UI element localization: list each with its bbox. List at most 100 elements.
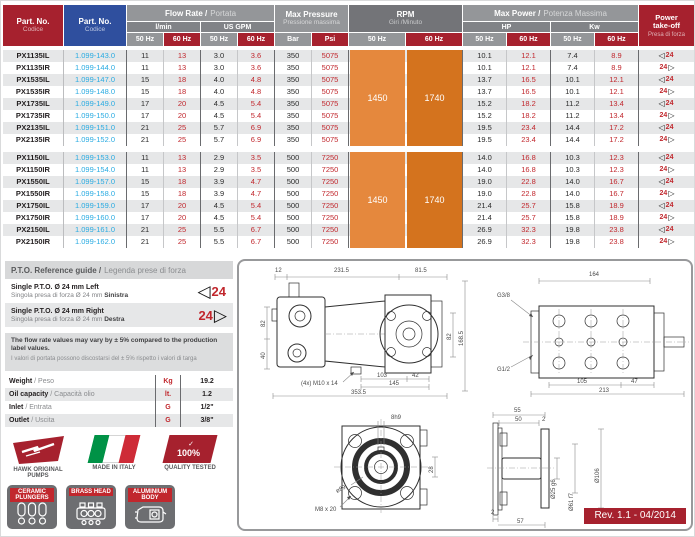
cell-hp-50hz: 13.7 <box>463 74 507 86</box>
spec-row: Inlet / Entrata G 1/2" <box>5 401 233 414</box>
cell-lmin-60hz: 13 <box>164 164 201 176</box>
svg-text:81.5: 81.5 <box>415 268 427 274</box>
feature-badges: CERAMIC PLUNGERS BRASS HEAD <box>5 485 233 529</box>
cell-lmin-60hz: 13 <box>164 62 201 74</box>
table-row: PX2150IR 1.099-162.0 21 25 5.5 6.7 500 7… <box>3 236 694 248</box>
svg-text:40: 40 <box>261 352 267 359</box>
cell-power-take-off: ◁ 24 <box>658 123 674 132</box>
cell-psi: 7250 <box>312 152 349 164</box>
cell-lmin-50hz: 21 <box>127 236 164 248</box>
cell-bar: 500 <box>275 200 312 212</box>
col-header-part-no-code: Part. No. Codice <box>64 5 127 46</box>
cell-lmin-60hz: 25 <box>164 134 201 146</box>
cell-bar: 350 <box>275 86 312 98</box>
cell-power-take-off: 24 ▷ <box>659 87 675 96</box>
cell-kw-60hz: 23.8 <box>595 236 639 248</box>
cell-model: PX1135IR <box>3 62 64 74</box>
cell-rpm-spacer <box>349 176 463 188</box>
svg-text:164: 164 <box>589 272 600 278</box>
cell-model: PX1735IR <box>3 110 64 122</box>
cell-kw-60hz: 12.3 <box>595 152 639 164</box>
cell-hp-60hz: 16.8 <box>507 164 551 176</box>
cell-hp-50hz: 13.7 <box>463 86 507 98</box>
cell-gpm-50hz: 2.9 <box>201 152 238 164</box>
quality-tested-logo: ✓ 100% QUALITY TESTED <box>159 435 221 479</box>
cell-kw-50hz: 10.3 <box>551 152 595 164</box>
cell-hp-50hz: 21.4 <box>463 212 507 224</box>
cell-hp-50hz: 21.4 <box>463 200 507 212</box>
cell-lmin-50hz: 11 <box>127 164 164 176</box>
pto-arrow-icon: ◁ <box>658 177 665 186</box>
cell-gpm-50hz: 4.0 <box>201 74 238 86</box>
cell-bar: 350 <box>275 134 312 146</box>
svg-text:2: 2 <box>491 510 495 516</box>
cell-gpm-60hz: 3.6 <box>238 50 275 62</box>
svg-text:(4x) M10 x 14: (4x) M10 x 14 <box>301 381 338 387</box>
cell-power-take-off: 24 ▷ <box>659 63 675 72</box>
cell-model: PX1750IL <box>3 200 64 212</box>
cell-hp-50hz: 19.0 <box>463 176 507 188</box>
pto-arrow-icon: ▷ <box>668 189 675 198</box>
pto-arrow-icon: ▷ <box>668 111 675 120</box>
cell-model: PX2135IR <box>3 134 64 146</box>
cell-rpm-spacer <box>349 122 463 134</box>
cell-lmin-60hz: 18 <box>164 176 201 188</box>
cell-hp-60hz: 32.3 <box>507 236 551 248</box>
table-group-500bar: PX1150IL 1.099-153.0 11 13 2.9 3.5 500 7… <box>3 152 694 248</box>
pto-arrow-icon: ▷ <box>668 213 675 222</box>
cell-power-take-off: ◁ 24 <box>658 201 674 210</box>
cell-kw-60hz: 16.7 <box>595 188 639 200</box>
cell-model: PX1735IL <box>3 98 64 110</box>
cell-hp-60hz: 18.2 <box>507 110 551 122</box>
svg-text:47: 47 <box>631 379 638 385</box>
pto-symbol: ◁ 24 <box>197 281 226 301</box>
pto-arrow-icon: ▷ <box>668 135 675 144</box>
cell-gpm-60hz: 4.7 <box>238 188 275 200</box>
svg-text:G3/8: G3/8 <box>497 293 511 299</box>
top-view: 164 G3/8 G1/2 105 47 213 <box>497 272 689 397</box>
cell-bar: 350 <box>275 50 312 62</box>
svg-text:145: 145 <box>389 381 400 387</box>
col-group-rpm: RPM Giri /Minuto 50 Hz 60 Hz <box>349 5 463 46</box>
pto-arrow-icon: ▷ <box>668 87 675 96</box>
cell-rpm-spacer <box>349 98 463 110</box>
cell-power-take-off: ◁ 24 <box>658 177 674 186</box>
svg-text:Ø25 g6: Ø25 g6 <box>551 479 557 499</box>
table-row: PX1135IL 1.099-143.0 11 13 3.0 3.6 350 5… <box>3 50 694 62</box>
cell-rpm-spacer <box>349 164 463 176</box>
cell-gpm-50hz: 3.9 <box>201 176 238 188</box>
cell-rpm-spacer <box>349 188 463 200</box>
cell-bar: 500 <box>275 224 312 236</box>
cell-gpm-60hz: 4.8 <box>238 86 275 98</box>
pto-arrow-icon: ▷ <box>668 63 675 72</box>
cell-kw-60hz: 12.1 <box>595 74 639 86</box>
svg-text:168.5: 168.5 <box>459 330 465 346</box>
pto-arrow-icon: ▷ <box>668 237 675 246</box>
cell-code: 1.099-151.0 <box>64 122 127 134</box>
cell-bar: 350 <box>275 62 312 74</box>
cell-gpm-60hz: 6.9 <box>238 122 275 134</box>
table-rows: PX1135IL 1.099-143.0 11 13 3.0 3.6 350 5… <box>3 50 694 146</box>
cell-lmin-60hz: 20 <box>164 110 201 122</box>
cell-rpm-spacer <box>349 200 463 212</box>
cell-rpm-spacer <box>349 236 463 248</box>
cell-gpm-50hz: 3.0 <box>201 62 238 74</box>
cell-hp-50hz: 19.0 <box>463 188 507 200</box>
cell-hp-60hz: 18.2 <box>507 98 551 110</box>
pto-guide-row: Single P.T.O. Ø 24 mm Right Singola pres… <box>5 303 233 327</box>
cell-bar: 350 <box>275 122 312 134</box>
table-group-350bar: PX1135IL 1.099-143.0 11 13 3.0 3.6 350 5… <box>3 50 694 146</box>
spec-row: Oil capacity / Capacità olio lt. 1.2 <box>5 388 233 401</box>
col-header-lmin: l/min <box>127 22 201 33</box>
cell-gpm-50hz: 4.0 <box>201 86 238 98</box>
cell-code: 1.099-148.0 <box>64 86 127 98</box>
table-row: PX1150IL 1.099-153.0 11 13 2.9 3.5 500 7… <box>3 152 694 164</box>
svg-text:103: 103 <box>377 373 388 379</box>
cell-hp-60hz: 23.4 <box>507 134 551 146</box>
table-row: PX1550IR 1.099-158.0 15 18 3.9 4.7 500 7… <box>3 188 694 200</box>
svg-text:Ø61 f7: Ø61 f7 <box>569 492 575 511</box>
rpm-60hz-merged-cell: 1740 <box>407 50 462 146</box>
cell-power-take-off: 24 ▷ <box>659 111 675 120</box>
cell-bar: 500 <box>275 212 312 224</box>
cell-code: 1.099-153.0 <box>64 152 127 164</box>
